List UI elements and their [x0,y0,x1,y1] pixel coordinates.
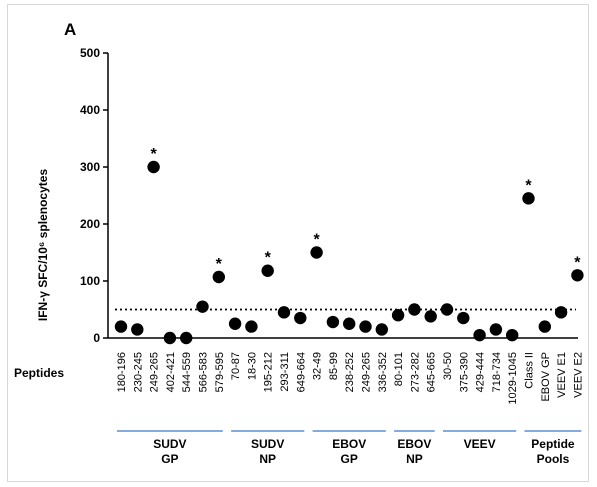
group-label: EBOV [332,437,366,451]
group-label: NP [406,452,423,466]
significance-star: * [525,177,532,194]
y-tick-label: 500 [80,46,100,60]
x-tick-label: 429-444 [475,352,487,392]
data-point [506,328,519,342]
data-point [163,331,177,345]
x-tick-label: 645-665 [426,352,438,392]
data-point [359,320,372,333]
x-tick-label: 18-30 [246,352,258,380]
y-tick-label: 0 [93,331,100,345]
figure-frame [7,4,589,482]
data-point [114,320,128,333]
significance-star: * [313,232,320,249]
data-point [391,309,405,322]
significance-star: * [150,146,157,163]
group-label: EBOV [397,437,431,451]
group-label: SUDV [153,437,186,451]
x-tick-label: 649-664 [295,352,307,392]
panel-label: A [64,20,76,39]
data-point [538,320,551,333]
data-point [440,303,454,316]
x-tick-label: VEEV E1 [556,352,568,398]
x-tick-label: 336-352 [377,352,389,392]
x-tick-label: 579-595 [214,352,226,392]
x-tick-label: Class II [524,352,536,389]
group-label: Pools [537,452,570,466]
x-tick-label: VEEV E2 [572,352,584,398]
data-point [245,320,258,333]
x-tick-label: 718-734 [491,352,503,392]
significance-star: * [574,254,581,271]
data-point [473,328,486,342]
group-label: VEEV [464,437,496,451]
x-tick-labels: 180-196 230-245 249-265 402-421 544-559 566-5… [116,352,584,405]
x-tick-label: 249-265 [361,352,373,392]
y-axis-label: IFN-γ SFC/10⁶ splenocytes [36,169,50,322]
group-label: SUDV [251,437,284,451]
data-point [310,246,323,259]
x-tick-label: 180-196 [116,352,128,392]
x-tick-label: 566-583 [198,352,210,392]
x-tick-label: 80-101 [393,352,405,386]
x-tick-label: 402-421 [165,352,177,392]
data-point [326,315,340,329]
group-label: GP [341,452,358,466]
x-tick-label: 1029-1045 [507,352,519,405]
x-tick-label: 249-265 [149,352,161,392]
y-tick-label: 300 [80,160,100,174]
data-point [571,269,584,282]
data-point [554,306,568,319]
group-label: GP [161,452,178,466]
x-tick-label: 293-311 [279,352,291,392]
y-tick-label: 100 [80,274,100,288]
x-tick-label: 32-49 [312,352,324,380]
x-tick-label: EBOV GP [540,352,552,402]
data-point [375,323,388,336]
axes: 0 100 200 300 400 500 [80,46,578,345]
data-point [277,306,291,319]
data-point [131,323,144,336]
x-tick-label: 544-559 [181,352,193,392]
y-tick-label: 400 [80,103,100,117]
x-tick-label: 30-50 [442,352,454,380]
x-tick-label: 273-282 [409,352,421,392]
x-tick-label: 375-390 [458,352,470,392]
group-label: NP [259,452,276,466]
data-point [343,317,356,330]
x-tick-label: 195-212 [263,352,275,392]
significance-star: * [216,256,223,273]
data-point [196,300,209,313]
data-point [261,264,274,277]
data-point [294,311,307,325]
data-point [489,323,503,336]
x-tick-label: 70-87 [230,352,242,380]
data-point [522,192,535,205]
peptides-row-label: Peptides [14,366,64,380]
x-tick-label: 238-252 [344,352,356,392]
y-tick-label: 200 [80,217,100,231]
significance-markers: * * * * * * [150,146,581,273]
data-point [212,270,225,284]
x-tick-label: 230-245 [132,352,144,392]
significance-star: * [265,250,272,267]
data-point [457,311,470,325]
x-tick-label: 85-99 [328,352,340,380]
data-point [408,303,421,316]
data-point [180,331,193,345]
data-point [424,310,437,323]
data-point [147,160,160,174]
data-points [114,160,584,345]
group-label: Peptide [531,437,575,451]
data-point [228,317,242,330]
